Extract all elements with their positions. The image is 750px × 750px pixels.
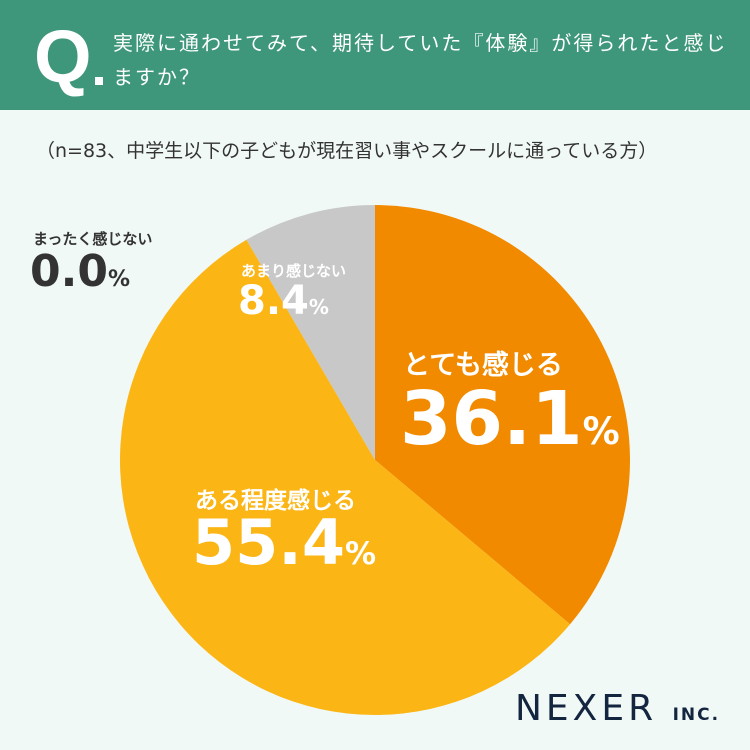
- pie-slice-1: [120, 239, 571, 716]
- label-category-2: あまり感じない: [241, 262, 347, 280]
- label-value-3: 0.0%: [30, 246, 130, 297]
- label-category-3: まったく感じない: [33, 230, 153, 248]
- q-dot: [95, 77, 103, 85]
- label-category-1: ある程度感じる: [195, 488, 356, 514]
- label-category-0: とても感じる: [403, 350, 563, 381]
- pie-slice-2: [246, 205, 375, 460]
- label-value-0: 36.1%: [400, 376, 620, 462]
- nexer-logo: NEXER INC.: [515, 688, 721, 729]
- question-header: Q 実際に通わせてみて、期待していた『体験』が得られたと感じますか？: [0, 0, 750, 110]
- label-value-1: 55.4%: [192, 506, 377, 579]
- q-mark: Q: [34, 15, 92, 98]
- sample-note: （n=83、中学生以下の子どもが現在習い事やスクールに通っている方）: [36, 140, 658, 162]
- label-value-2: 8.4%: [238, 278, 329, 324]
- question-title: 実際に通わせてみて、期待していた『体験』が得られたと感じますか？: [113, 31, 728, 89]
- pie-slice-0: [375, 205, 630, 625]
